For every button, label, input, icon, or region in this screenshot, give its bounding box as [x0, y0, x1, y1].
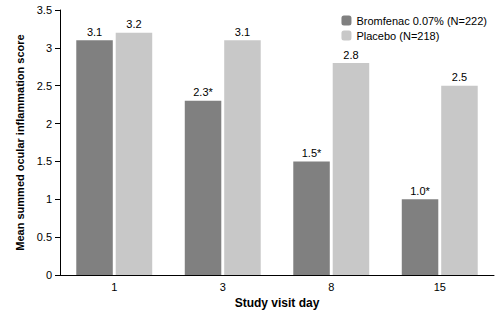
svg-text:3: 3	[220, 281, 226, 293]
svg-text:Placebo (N=218): Placebo (N=218)	[356, 30, 439, 42]
svg-text:3: 3	[46, 42, 52, 54]
svg-text:15: 15	[434, 281, 446, 293]
svg-text:2.3*: 2.3*	[193, 86, 213, 98]
svg-text:3.1: 3.1	[87, 26, 102, 38]
svg-text:3.1: 3.1	[235, 26, 250, 38]
svg-text:1: 1	[46, 193, 52, 205]
svg-text:1: 1	[111, 281, 117, 293]
svg-text:2.8: 2.8	[343, 49, 358, 61]
svg-text:8: 8	[328, 281, 334, 293]
svg-text:3.2: 3.2	[126, 18, 141, 30]
svg-text:2: 2	[46, 118, 52, 130]
svg-text:Study visit day: Study visit day	[235, 296, 320, 310]
svg-text:1.0*: 1.0*	[410, 185, 430, 197]
svg-text:2.5: 2.5	[452, 71, 467, 83]
svg-text:3.5: 3.5	[37, 4, 52, 16]
svg-text:0: 0	[46, 269, 52, 281]
svg-text:0.5: 0.5	[37, 231, 52, 243]
svg-text:Mean summed ocular inflammatio: Mean summed ocular inflammation score	[14, 34, 26, 250]
svg-text:1.5: 1.5	[37, 155, 52, 167]
svg-text:2.5: 2.5	[37, 80, 52, 92]
svg-text:Bromfenac 0.07% (N=222): Bromfenac 0.07% (N=222)	[356, 15, 487, 27]
svg-text:1.5*: 1.5*	[302, 147, 322, 159]
